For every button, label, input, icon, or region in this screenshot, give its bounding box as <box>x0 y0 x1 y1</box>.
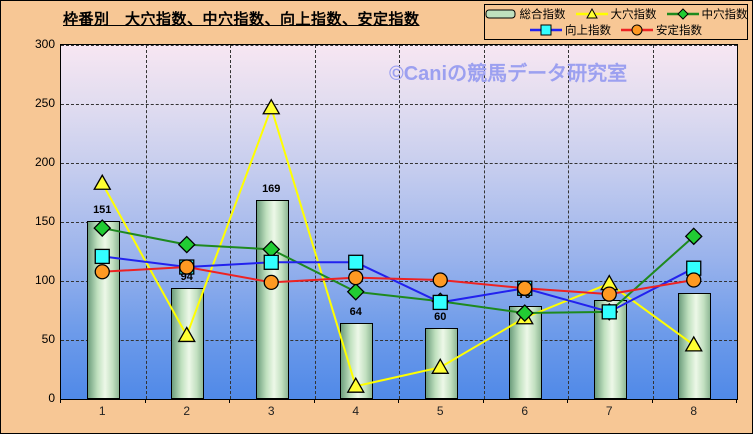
x-axis-tickmark <box>60 399 61 403</box>
x-gridline <box>145 45 147 399</box>
x-axis-tickmark <box>398 399 399 403</box>
x-axis-tick-label: 7 <box>605 404 613 418</box>
bar-3 <box>255 199 289 399</box>
x-axis-tickmark <box>229 399 230 403</box>
bar-4 <box>340 323 374 399</box>
bar-value-label: 60 <box>434 311 447 324</box>
y-axis-tick-label: 100 <box>34 273 55 287</box>
plot-area <box>60 44 738 400</box>
y-axis-tick-label: 50 <box>41 332 55 346</box>
x-gridline <box>483 45 485 399</box>
legend-label: 中穴指数 <box>701 9 748 21</box>
x-axis-tickmark <box>567 399 568 403</box>
bar-5 <box>424 328 458 399</box>
legend: 総合指数 大穴指数 中穴指数 向上指数 安定指数 <box>484 4 748 40</box>
legend-row-1: 総合指数 大穴指数 中穴指数 <box>485 6 748 22</box>
bar-legend-swatch <box>485 9 515 19</box>
bar-value-label: 64 <box>349 306 362 319</box>
chart-title: 枠番別 大穴指数、中穴指数、向上指数、安定指数 <box>63 11 420 28</box>
x-axis-tickmark <box>313 399 315 403</box>
x-axis-tickmark <box>144 399 146 403</box>
legend-label: 大穴指数 <box>610 9 657 21</box>
bar-8 <box>678 292 712 399</box>
bar-value-label: 84 <box>603 282 616 295</box>
x-axis-tick-label: 4 <box>352 404 360 418</box>
x-axis-tick-label: 1 <box>98 404 106 418</box>
legend-label: 総合指数 <box>519 9 566 21</box>
legend-item-1: 総合指数 <box>485 6 566 22</box>
x-gridline <box>230 45 231 399</box>
legend-label: 向上指数 <box>565 25 611 37</box>
x-axis-tick-label: 8 <box>690 404 698 418</box>
circle-legend-swatch <box>621 24 653 36</box>
x-gridline <box>652 45 654 399</box>
legend-item-5: 安定指数 <box>621 22 702 38</box>
square-legend-swatch <box>530 24 562 36</box>
legend-item-4: 向上指数 <box>530 22 611 38</box>
y-axis-tick-label: 250 <box>34 96 55 110</box>
y-axis-tick-label: 300 <box>34 37 55 51</box>
x-axis-tickmark <box>482 399 484 403</box>
bar-1 <box>86 220 120 399</box>
bar-value-label: 169 <box>262 182 281 195</box>
legend-item-2: 大穴指数 <box>575 6 657 22</box>
bar-value-label: 151 <box>93 203 112 216</box>
x-axis-tick-label: 6 <box>521 404 529 418</box>
legend-row-2: 向上指数 安定指数 <box>487 22 745 38</box>
y-axis-tick-label: 0 <box>48 391 55 405</box>
y-axis-tick-label: 150 <box>34 214 55 228</box>
diamond-legend-swatch <box>666 8 699 20</box>
watermark: ©Caniの競馬データ研究室 <box>389 63 628 85</box>
x-gridline <box>568 45 569 399</box>
triangle-legend-swatch <box>575 7 608 19</box>
legend-label: 安定指数 <box>656 25 702 37</box>
bar-2 <box>171 288 205 399</box>
x-axis-tickmark <box>736 399 737 403</box>
bar-value-label: 94 <box>180 271 193 284</box>
legend-item-3: 中穴指数 <box>666 6 748 22</box>
y-axis-tick-label: 200 <box>34 155 55 169</box>
x-axis-tick-label: 2 <box>183 404 191 418</box>
bar-6 <box>509 305 543 399</box>
x-gridline <box>399 45 400 399</box>
bar-value-label: 90 <box>687 275 700 288</box>
bar-7 <box>593 299 627 399</box>
x-axis-tick-label: 3 <box>267 404 275 418</box>
bar-value-label: 79 <box>518 288 531 301</box>
x-axis-tick-label: 5 <box>436 404 444 418</box>
x-axis-tickmark <box>651 399 653 403</box>
x-gridline <box>314 45 316 399</box>
